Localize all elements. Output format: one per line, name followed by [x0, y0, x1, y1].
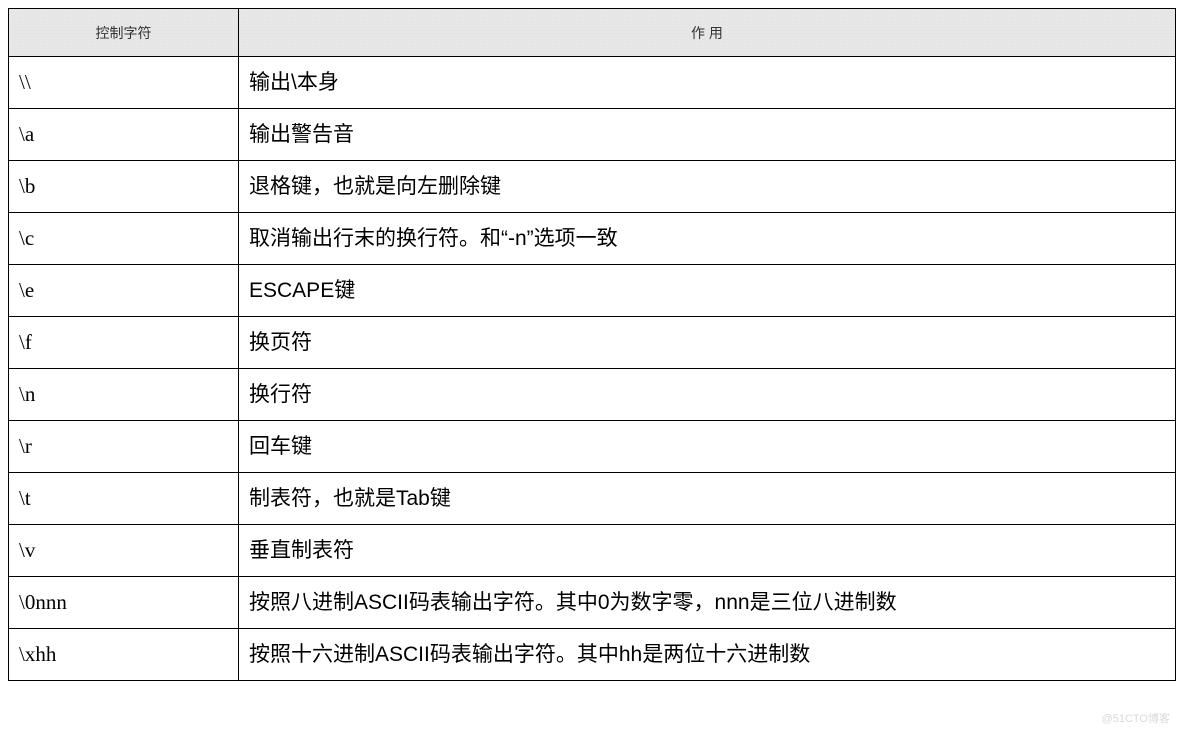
table-row: \b 退格键，也就是向左删除键 [9, 161, 1176, 213]
desc-cell: 回车键 [239, 421, 1176, 473]
char-cell: \c [9, 213, 239, 265]
desc-cell: 按照十六进制ASCII码表输出字符。其中hh是两位十六进制数 [239, 629, 1176, 681]
table-row: \c 取消输出行末的换行符。和“-n”选项一致 [9, 213, 1176, 265]
char-cell: \0nnn [9, 577, 239, 629]
table-row: \a 输出警告音 [9, 109, 1176, 161]
desc-cell: 退格键，也就是向左删除键 [239, 161, 1176, 213]
table-row: \v 垂直制表符 [9, 525, 1176, 577]
table-row: \xhh 按照十六进制ASCII码表输出字符。其中hh是两位十六进制数 [9, 629, 1176, 681]
char-cell: \f [9, 317, 239, 369]
watermark-text: @51CTO博客 [1102, 710, 1170, 726]
table-row: \\ 输出\本身 [9, 57, 1176, 109]
char-cell: \\ [9, 57, 239, 109]
desc-cell: 取消输出行末的换行符。和“-n”选项一致 [239, 213, 1176, 265]
column-header-desc: 作 用 [239, 9, 1176, 57]
char-cell: \xhh [9, 629, 239, 681]
table-row: \0nnn 按照八进制ASCII码表输出字符。其中0为数字零，nnn是三位八进制… [9, 577, 1176, 629]
char-cell: \t [9, 473, 239, 525]
table-body: \\ 输出\本身 \a 输出警告音 \b 退格键，也就是向左删除键 \c 取消输… [9, 57, 1176, 681]
desc-cell: 垂直制表符 [239, 525, 1176, 577]
table-row: \f 换页符 [9, 317, 1176, 369]
table-header-row: 控制字符 作 用 [9, 9, 1176, 57]
desc-cell: 换行符 [239, 369, 1176, 421]
char-cell: \a [9, 109, 239, 161]
table-row: \e ESCAPE键 [9, 265, 1176, 317]
escape-char-table: 控制字符 作 用 \\ 输出\本身 \a 输出警告音 \b 退格键，也就是向左删… [8, 8, 1176, 681]
table-row: \n 换行符 [9, 369, 1176, 421]
char-cell: \n [9, 369, 239, 421]
desc-cell: 输出警告音 [239, 109, 1176, 161]
table-container: 控制字符 作 用 \\ 输出\本身 \a 输出警告音 \b 退格键，也就是向左删… [0, 0, 1184, 681]
char-cell: \r [9, 421, 239, 473]
desc-cell: 按照八进制ASCII码表输出字符。其中0为数字零，nnn是三位八进制数 [239, 577, 1176, 629]
table-row: \t 制表符，也就是Tab键 [9, 473, 1176, 525]
desc-cell: 换页符 [239, 317, 1176, 369]
char-cell: \v [9, 525, 239, 577]
desc-cell: 制表符，也就是Tab键 [239, 473, 1176, 525]
char-cell: \b [9, 161, 239, 213]
char-cell: \e [9, 265, 239, 317]
column-header-char: 控制字符 [9, 9, 239, 57]
desc-cell: ESCAPE键 [239, 265, 1176, 317]
table-row: \r 回车键 [9, 421, 1176, 473]
desc-cell: 输出\本身 [239, 57, 1176, 109]
